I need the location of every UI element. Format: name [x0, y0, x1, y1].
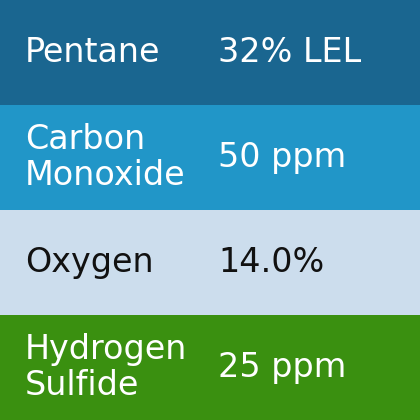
Text: 25 ppm: 25 ppm: [218, 351, 347, 384]
Text: Pentane: Pentane: [25, 36, 161, 69]
Bar: [0, 210, 420, 315]
Bar: [0, 105, 420, 210]
Text: 32% LEL: 32% LEL: [218, 36, 362, 69]
Bar: [0, 315, 420, 420]
Text: Hydrogen
Sulfide: Hydrogen Sulfide: [25, 333, 188, 402]
Bar: [0, 0, 420, 105]
Text: Carbon
Monoxide: Carbon Monoxide: [25, 123, 186, 192]
Text: Oxygen: Oxygen: [25, 246, 154, 279]
Text: 50 ppm: 50 ppm: [218, 141, 346, 174]
Text: 14.0%: 14.0%: [218, 246, 325, 279]
